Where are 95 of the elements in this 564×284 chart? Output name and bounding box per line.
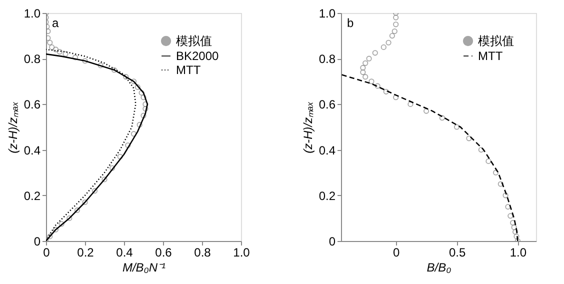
y-tick-label: 0.8 <box>24 52 41 66</box>
point <box>52 46 59 52</box>
point <box>502 192 508 198</box>
point <box>514 234 520 240</box>
x-tick-label: 0.5 <box>448 246 466 260</box>
point <box>492 170 499 176</box>
point <box>47 234 53 240</box>
point <box>52 226 59 232</box>
point <box>466 136 472 142</box>
x-tick-label: 0.2 <box>77 246 94 260</box>
legend-label: 模拟值 <box>176 34 212 48</box>
point <box>439 115 445 121</box>
y-axis-title: (z-H)/zₘₐₓ <box>6 101 20 154</box>
y-tick-label: 0.8 <box>318 52 336 66</box>
point <box>366 56 372 62</box>
x-tick-label: 1.0 <box>233 246 250 260</box>
x-tick-label: 0.8 <box>194 246 212 260</box>
point <box>498 181 504 187</box>
point <box>123 74 129 80</box>
y-tick-label: 0.4 <box>318 143 336 158</box>
y-tick-label: 1.0 <box>318 6 336 20</box>
legend-label: BK2000 <box>176 49 220 63</box>
point <box>362 60 368 66</box>
point <box>512 229 518 235</box>
point <box>62 51 68 57</box>
x-tick-label: 0.6 <box>155 246 172 260</box>
point <box>92 188 98 194</box>
point <box>408 101 414 107</box>
point <box>117 154 123 160</box>
point <box>138 90 144 96</box>
point <box>140 112 146 118</box>
point <box>360 69 366 76</box>
y-axis-title: (z-H)/zₘₐₓ <box>300 101 315 154</box>
point <box>393 14 399 20</box>
point <box>424 108 430 114</box>
point <box>392 28 398 34</box>
point <box>508 213 514 219</box>
x-tick-label: 0 <box>43 246 50 260</box>
y-tick-label: 1.0 <box>24 6 41 20</box>
point <box>386 40 392 46</box>
x-tick-label: 0 <box>393 246 400 260</box>
point <box>130 131 137 137</box>
y-tick-label: 0 <box>328 234 336 248</box>
point <box>393 94 399 100</box>
point <box>98 62 104 68</box>
point <box>389 33 395 39</box>
point <box>486 158 492 164</box>
point <box>56 48 62 55</box>
point <box>82 58 88 64</box>
annotation: b <box>347 16 354 30</box>
y-tick-label: 0.4 <box>24 143 41 158</box>
point <box>72 54 78 60</box>
x-tick-label: 1.0 <box>510 246 527 260</box>
point <box>383 88 389 94</box>
annotation: a <box>52 16 59 30</box>
point <box>362 74 368 80</box>
point <box>393 22 399 28</box>
legend-label: MTT <box>176 63 202 77</box>
point <box>102 176 108 182</box>
y-tick-label: 0.2 <box>24 188 41 203</box>
point <box>142 106 148 112</box>
x-axis-title: M/B₀N⁻¹ <box>122 260 166 274</box>
point <box>374 83 380 89</box>
x-tick-label: 0.4 <box>116 246 134 260</box>
point <box>454 124 460 130</box>
point <box>49 44 55 50</box>
point <box>74 207 80 214</box>
point <box>478 147 484 153</box>
legend-label: MTT <box>478 49 504 63</box>
point <box>47 40 53 46</box>
y-tick-label: 0 <box>34 234 41 248</box>
line-series <box>341 74 518 241</box>
point <box>360 64 366 71</box>
point <box>46 28 51 34</box>
point <box>82 199 88 206</box>
point <box>380 44 386 50</box>
y-tick-label: 0.6 <box>318 98 336 112</box>
point <box>134 84 140 90</box>
point <box>505 204 511 210</box>
y-tick-label: 0.2 <box>318 188 336 203</box>
point <box>130 78 137 84</box>
point <box>111 67 118 73</box>
legend-label: 模拟值 <box>478 34 514 48</box>
point <box>66 215 72 221</box>
point <box>136 122 142 128</box>
point <box>372 50 378 56</box>
point <box>58 221 64 227</box>
x-axis-title: B/B₀ <box>426 260 452 274</box>
point <box>46 35 51 41</box>
point <box>511 224 517 230</box>
point <box>110 165 116 171</box>
point <box>368 78 374 84</box>
point <box>140 94 146 100</box>
y-tick-label: 0.6 <box>24 98 41 112</box>
point <box>125 142 131 148</box>
